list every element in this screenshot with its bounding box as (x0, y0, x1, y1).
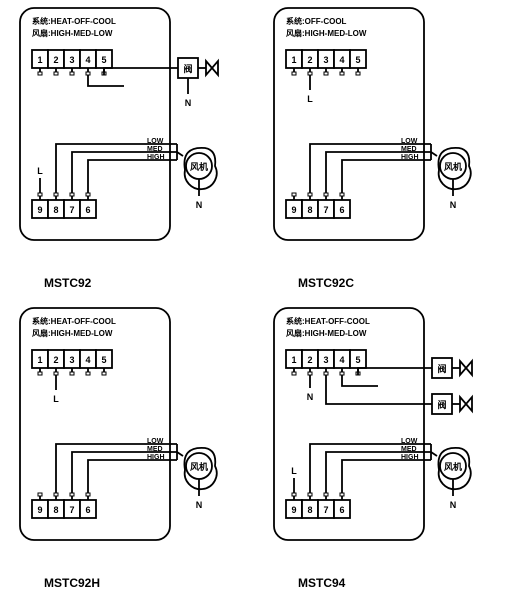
fan-speed-0: HIGH (147, 454, 165, 461)
top-terminal-label-1: 1 (291, 55, 296, 65)
fan-speed-1: MED (147, 146, 163, 153)
system-label: 系统:HEAT-OFF-COOL (286, 316, 370, 326)
bottom-terminal-label-2: 7 (323, 205, 328, 215)
system-label: 系统:HEAT-OFF-COOL (32, 16, 116, 26)
top-terminal-label-5: 5 (355, 55, 360, 65)
diagram-cell-1: 系统:OFF-COOL 风扇:HIGH-MED-LOW 1 2 3 4 5 9 8 7 6 风机 HIG… (254, 0, 508, 300)
valve-n-label: N (185, 98, 192, 108)
fan-icon: 风机 (438, 148, 470, 189)
top-terminal-label-3: 3 (69, 55, 74, 65)
bottom-terminal-label-2: 7 (323, 505, 328, 515)
diagram-grid: 系统:HEAT-OFF-COOL 风扇:HIGH-MED-LOW 1 2 3 4 5 9 8 7 6… (0, 0, 508, 600)
fan-cn-label: 风机 (444, 161, 462, 172)
top-terminal-label-3: 3 (69, 355, 74, 365)
bottom-terminal-label-3: 6 (85, 505, 90, 515)
top-terminal-label-5: 5 (355, 355, 360, 365)
fan-label: 风扇:HIGH-MED-LOW (286, 328, 367, 338)
top-terminal-label-5: 5 (101, 55, 106, 65)
fan-speed-1: MED (147, 446, 163, 453)
fan-speed-0: HIGH (401, 154, 419, 161)
bottom-terminal-label-2: 7 (69, 505, 74, 515)
fan-speed-0: HIGH (401, 454, 419, 461)
fan-n-label: N (450, 200, 457, 210)
model-label-3: MSTC94 (298, 576, 345, 590)
bottom-terminal-label-0: 9 (37, 505, 42, 515)
system-label: 系统:OFF-COOL (286, 16, 347, 26)
model-label-1: MSTC92C (298, 276, 354, 290)
top-terminal-label-1: 1 (37, 355, 42, 365)
fan-speed-2: LOW (401, 438, 418, 445)
fan-speed-2: LOW (401, 138, 418, 145)
wiring-diagram: 系统:HEAT-OFF-COOL 风扇:HIGH-MED-LOW 1 2 3 4 5 9 8 7 6… (0, 300, 254, 570)
top-terminal-label-2: 2 (53, 55, 58, 65)
fan-cn-label: 风机 (190, 161, 208, 172)
wiring-diagram: 系统:HEAT-OFF-COOL 风扇:HIGH-MED-LOW 1 2 3 4 5 9 8 7 6… (0, 0, 254, 270)
model-label-2: MSTC92H (44, 576, 100, 590)
top-terminal-label-4: 4 (339, 355, 344, 365)
fan-n-label: N (450, 500, 457, 510)
fan-speed-2: LOW (147, 138, 164, 145)
top-terminal-label-5: 5 (101, 355, 106, 365)
fan-icon: 风机 (184, 148, 216, 189)
top-terminal-label-2: 2 (307, 55, 312, 65)
top-terminal-label-3: 3 (323, 355, 328, 365)
wiring-diagram: 系统:HEAT-OFF-COOL 风扇:HIGH-MED-LOW 1 2 3 4 5 9 8 7 6… (254, 300, 508, 570)
wiring-diagram: 系统:OFF-COOL 风扇:HIGH-MED-LOW 1 2 3 4 5 9 8 7 6 风机 HIG… (254, 0, 508, 270)
fan-label: 风扇:HIGH-MED-LOW (286, 28, 367, 38)
top-terminal-label-1: 1 (291, 355, 296, 365)
bottom-terminal-label-3: 6 (339, 505, 344, 515)
valve-cn-label: 阀 (183, 63, 192, 74)
valve2-cn-label: 阀 (437, 399, 446, 410)
top-terminal-label-1: 1 (37, 55, 42, 65)
diagram-cell-3: 系统:HEAT-OFF-COOL 风扇:HIGH-MED-LOW 1 2 3 4 5 9 8 7 6… (254, 300, 508, 600)
fan-icon: 风机 (184, 448, 216, 489)
bottom-terminal-label-0: 9 (291, 505, 296, 515)
fan-n-label: N (196, 500, 203, 510)
bottom-terminal-label-1: 8 (307, 505, 312, 515)
fan-speed-1: MED (401, 446, 417, 453)
bottom-terminal-label-0: 9 (37, 205, 42, 215)
valve-cn-label: 阀 (437, 363, 446, 374)
l-label: L (53, 394, 59, 404)
l-label: L (307, 94, 313, 104)
bottom-terminal-label-3: 6 (85, 205, 90, 215)
top-terminal-label-3: 3 (323, 55, 328, 65)
top-terminal-label-2: 2 (53, 355, 58, 365)
top-n-label: N (307, 392, 314, 402)
top-terminal-label-2: 2 (307, 355, 312, 365)
valve2-bowtie-icon (460, 397, 472, 411)
valve-bowtie-icon (206, 61, 218, 75)
model-label-0: MSTC92 (44, 276, 91, 290)
bottom-terminal-label-1: 8 (53, 205, 58, 215)
fan-n-label: N (196, 200, 203, 210)
diagram-cell-2: 系统:HEAT-OFF-COOL 风扇:HIGH-MED-LOW 1 2 3 4 5 9 8 7 6… (0, 300, 254, 600)
fan-speed-1: MED (401, 146, 417, 153)
fan-label: 风扇:HIGH-MED-LOW (32, 328, 113, 338)
bottom-terminal-label-0: 9 (291, 205, 296, 215)
valve-bowtie-icon (460, 361, 472, 375)
l-label: L (37, 166, 43, 176)
bottom-terminal-label-1: 8 (53, 505, 58, 515)
bottom-terminal-label-3: 6 (339, 205, 344, 215)
fan-cn-label: 风机 (190, 461, 208, 472)
top-terminal-label-4: 4 (339, 55, 344, 65)
fan-cn-label: 风机 (444, 461, 462, 472)
diagram-cell-0: 系统:HEAT-OFF-COOL 风扇:HIGH-MED-LOW 1 2 3 4 5 9 8 7 6… (0, 0, 254, 300)
bottom-terminal-label-2: 7 (69, 205, 74, 215)
fan-speed-0: HIGH (147, 154, 165, 161)
bottom-terminal-label-1: 8 (307, 205, 312, 215)
top-terminal-label-4: 4 (85, 355, 90, 365)
fan-label: 风扇:HIGH-MED-LOW (32, 28, 113, 38)
system-label: 系统:HEAT-OFF-COOL (32, 316, 116, 326)
l-label: L (291, 466, 297, 476)
top-terminal-label-4: 4 (85, 55, 90, 65)
fan-speed-2: LOW (147, 438, 164, 445)
fan-icon: 风机 (438, 448, 470, 489)
